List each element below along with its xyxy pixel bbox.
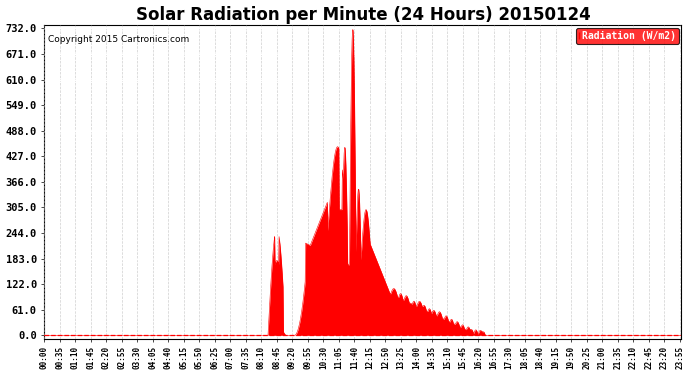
Text: Copyright 2015 Cartronics.com: Copyright 2015 Cartronics.com xyxy=(48,34,189,44)
Legend: Radiation (W/m2): Radiation (W/m2) xyxy=(575,28,678,44)
Title: Solar Radiation per Minute (24 Hours) 20150124: Solar Radiation per Minute (24 Hours) 20… xyxy=(135,6,591,24)
